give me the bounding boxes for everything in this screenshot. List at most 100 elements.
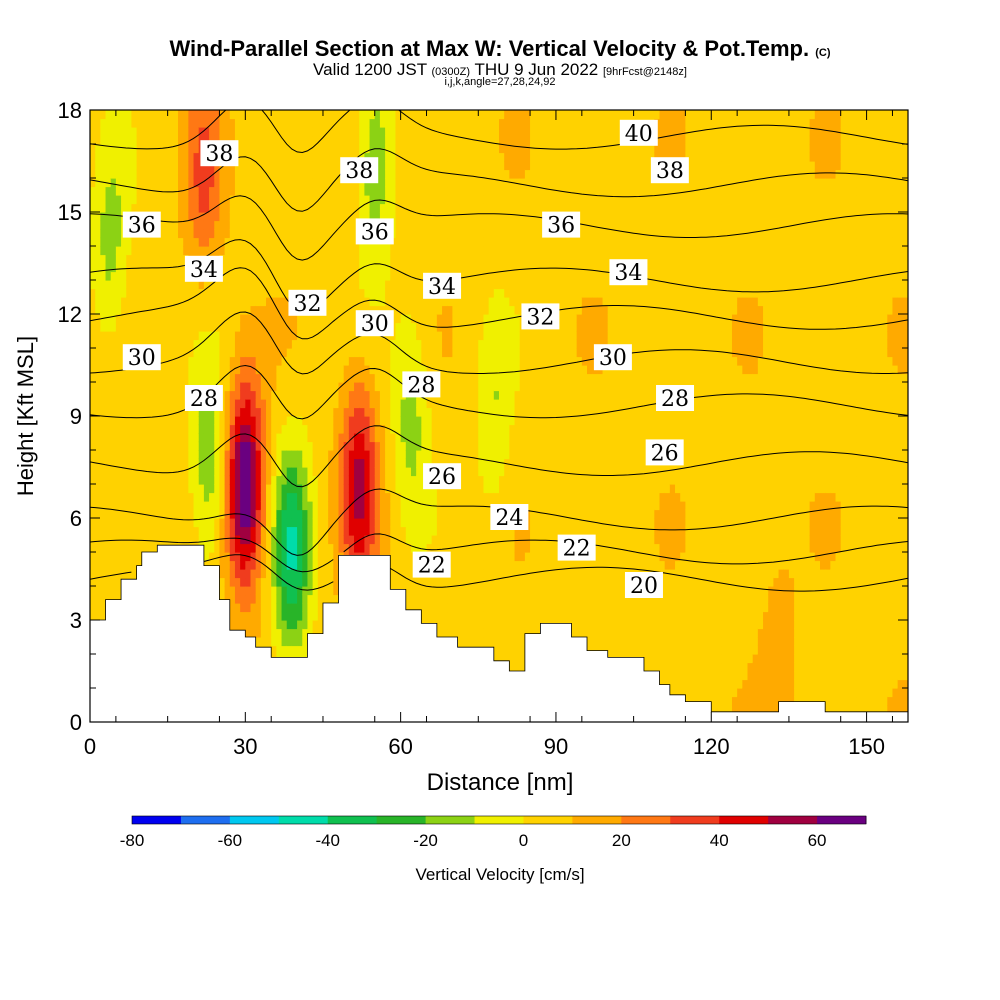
field-cell bbox=[193, 339, 200, 349]
field-cell bbox=[271, 577, 277, 587]
field-cell bbox=[193, 127, 200, 137]
field-cell bbox=[162, 458, 169, 468]
field-cell bbox=[317, 271, 324, 281]
field-cell bbox=[172, 373, 179, 383]
field-cell bbox=[390, 212, 397, 222]
field-cell bbox=[250, 118, 257, 128]
field-cell bbox=[338, 501, 345, 511]
field-cell bbox=[317, 331, 324, 341]
field-cell bbox=[178, 127, 184, 137]
field-cell bbox=[390, 492, 397, 502]
field-cell bbox=[209, 246, 215, 256]
field-cell bbox=[105, 348, 112, 358]
field-cell bbox=[281, 373, 288, 383]
field-cell bbox=[338, 271, 345, 281]
field-cell bbox=[203, 365, 210, 375]
field-cell bbox=[390, 186, 397, 196]
field-cell bbox=[385, 356, 391, 366]
field-cell bbox=[255, 254, 262, 264]
field-cell bbox=[354, 467, 360, 477]
field-cell bbox=[421, 441, 428, 451]
field-cell bbox=[297, 280, 303, 290]
field-cell bbox=[100, 399, 107, 409]
field-cell bbox=[219, 594, 226, 604]
field-cell bbox=[390, 424, 397, 434]
field-cell bbox=[400, 178, 407, 188]
field-cell bbox=[431, 492, 438, 502]
field-cell bbox=[141, 322, 148, 332]
field-cell bbox=[364, 195, 371, 205]
field-cell bbox=[141, 331, 148, 341]
field-cell bbox=[266, 178, 272, 188]
field-cell bbox=[322, 195, 329, 205]
field-cell bbox=[95, 280, 101, 290]
field-cell bbox=[271, 526, 277, 536]
field-cell bbox=[95, 178, 101, 188]
field-cell bbox=[436, 526, 443, 536]
field-cell bbox=[343, 348, 350, 358]
field-cell bbox=[121, 203, 127, 213]
field-cell bbox=[395, 467, 402, 477]
field-cell bbox=[198, 365, 205, 375]
field-cell bbox=[354, 263, 360, 273]
field-cell bbox=[266, 594, 272, 604]
field-cell bbox=[240, 467, 246, 477]
field-cell bbox=[431, 407, 438, 417]
field-cell bbox=[214, 297, 221, 307]
field-cell bbox=[95, 467, 101, 477]
field-cell bbox=[317, 484, 324, 494]
field-cell bbox=[131, 246, 138, 256]
field-cell bbox=[291, 637, 298, 647]
field-cell bbox=[121, 441, 127, 451]
field-cell bbox=[250, 509, 257, 519]
field-cell bbox=[416, 322, 422, 332]
field-cell bbox=[405, 365, 412, 375]
field-cell bbox=[426, 127, 433, 137]
field-cell bbox=[229, 441, 236, 451]
field-cell bbox=[410, 475, 417, 485]
field-cell bbox=[322, 433, 329, 443]
field-cell bbox=[126, 305, 133, 315]
field-cell bbox=[178, 339, 184, 349]
field-cell bbox=[421, 212, 428, 222]
field-cell bbox=[162, 144, 169, 154]
field-cell bbox=[105, 458, 112, 468]
field-cell bbox=[442, 603, 448, 613]
field-cell bbox=[260, 186, 267, 196]
field-cell bbox=[240, 543, 246, 553]
field-cell bbox=[416, 144, 422, 154]
field-cell bbox=[105, 161, 112, 171]
field-cell bbox=[245, 484, 252, 494]
subtitle-valid: Valid 1200 JST bbox=[313, 60, 427, 79]
field-cell bbox=[131, 339, 138, 349]
field-cell bbox=[266, 297, 272, 307]
field-cell bbox=[374, 152, 381, 162]
field-cell bbox=[390, 407, 397, 417]
field-cell bbox=[214, 305, 221, 315]
field-cell bbox=[333, 195, 340, 205]
field-cell bbox=[302, 271, 309, 281]
field-cell bbox=[95, 390, 101, 400]
field-cell bbox=[400, 560, 407, 570]
field-cell bbox=[162, 450, 169, 460]
field-cell bbox=[400, 543, 407, 553]
field-cell bbox=[183, 433, 189, 443]
field-cell bbox=[115, 390, 122, 400]
field-cell bbox=[172, 424, 179, 434]
field-cell bbox=[343, 424, 350, 434]
field-cell bbox=[416, 433, 422, 443]
field-cell bbox=[172, 339, 179, 349]
field-cell bbox=[374, 467, 381, 477]
field-cell bbox=[374, 305, 381, 315]
field-cell bbox=[343, 467, 350, 477]
field-cell bbox=[281, 492, 288, 502]
field-cell bbox=[105, 509, 112, 519]
field-cell bbox=[245, 569, 252, 579]
field-cell bbox=[110, 118, 117, 128]
field-cell bbox=[307, 611, 314, 621]
field-cell bbox=[255, 399, 262, 409]
field-cell bbox=[271, 382, 277, 392]
field-cell bbox=[255, 450, 262, 460]
field-cell bbox=[152, 288, 158, 298]
field-cell bbox=[405, 203, 412, 213]
